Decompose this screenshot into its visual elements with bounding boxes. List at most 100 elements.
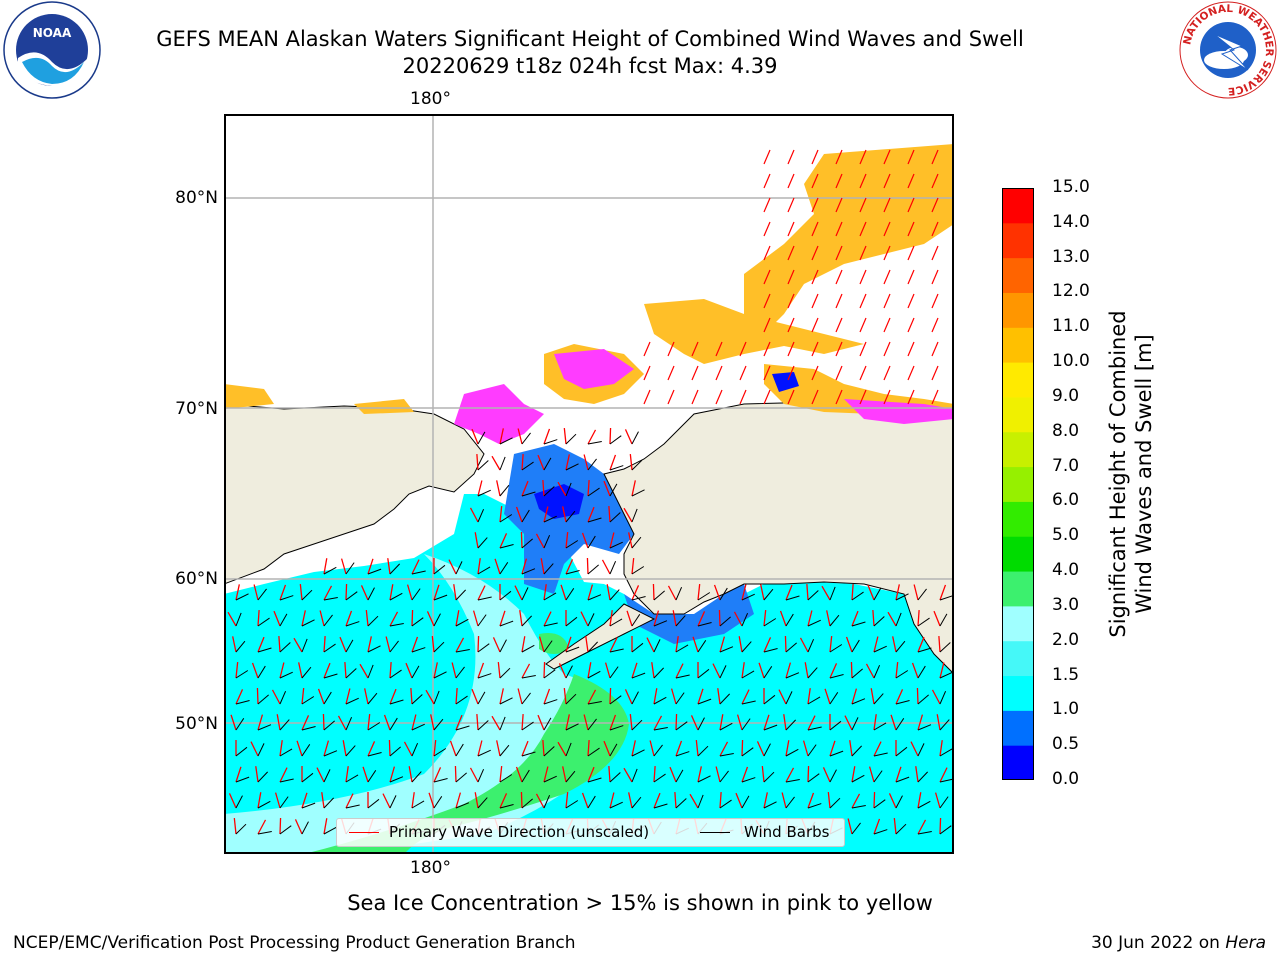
wind-barb [433,671,447,679]
wind-barb [477,489,491,497]
wave-direction-arrow [763,245,771,261]
wind-barb [455,725,470,731]
footer-machine: Hera [1225,933,1266,953]
wave-direction-arrow [628,792,633,809]
wind-barb [257,830,272,835]
wind-barb [345,774,359,783]
wind-barb [455,743,464,757]
wave-direction-arrow [405,662,413,679]
wind-barb [543,563,554,575]
wind-barb [829,674,844,679]
wind-barb [587,747,600,757]
wave-direction-arrow [741,739,744,757]
wind-barb [389,563,401,575]
wind-barb [873,616,885,627]
wind-barb [631,508,638,523]
wind-barb [345,668,357,679]
wind-barb [587,777,602,783]
wave-direction-arrow [382,793,391,809]
wind-barb [323,643,336,653]
wind-barb [279,613,288,627]
wave-direction-arrow [859,245,867,261]
wave-direction-arrow [763,389,771,405]
wind-barb [697,622,712,627]
map-panel [224,114,954,854]
wave-direction-arrow [360,585,369,601]
footer-date: 30 Jun 2022 on Hera [1091,933,1266,953]
wind-barb [697,592,711,601]
wind-barb [719,770,729,783]
wave-direction-arrow [835,389,843,405]
wind-barb [477,596,492,601]
wave-direction-arrow [609,637,618,653]
wave-direction-arrow [492,637,501,653]
wave-direction-arrow [907,293,915,309]
wind-barb [323,720,335,731]
wave-direction-arrow [811,221,819,237]
wind-barb [609,512,621,523]
wave-direction-arrow [609,454,617,471]
wave-direction-arrow [689,793,699,809]
wind-barb [301,726,316,731]
wind-barb [367,568,382,575]
map-gridlines [224,114,954,854]
wave-direction-arrow [827,792,831,809]
wind-barb [873,645,887,653]
wind-barb [235,776,250,783]
wave-direction-arrow [491,715,501,731]
wind-barb [829,720,842,731]
wind-barb [411,742,419,757]
wave-direction-arrow [719,741,729,757]
wave-direction-arrow [411,792,415,809]
wind-barb [499,590,512,601]
wave-direction-arrow [787,149,795,165]
wind-barb [235,718,245,731]
wind-barb [697,640,707,653]
wave-direction-arrow [851,766,856,783]
wave-direction-arrow [515,766,523,783]
wave-direction-arrow [939,767,948,783]
sea-ice-region [224,384,274,409]
wave-direction-arrow [829,636,833,653]
wave-direction-arrow [859,365,867,381]
wave-direction-arrow [603,480,611,497]
wave-direction-arrow [565,636,572,653]
wave-direction-arrow [938,635,941,653]
wind-barb [895,823,907,835]
wave-direction-arrow [917,792,922,809]
wind-barb [411,588,421,601]
wave-direction-arrow [739,389,747,405]
wind-barb [345,639,354,653]
wind-barb [477,691,486,705]
colorbar-tick-label: 12.0 [1052,281,1090,302]
colorbar-title: Significant Height of Combined Wind Wave… [1106,310,1156,638]
wind-barb [807,696,821,705]
wave-direction-arrow [279,584,287,601]
wave-direction-arrow [411,636,419,653]
wave-direction-arrow [279,817,282,835]
wave-direction-arrow [760,584,765,601]
wind-barb [499,716,506,731]
wave-direction-arrow [811,149,819,165]
wind-barb [477,566,491,575]
wind-barb [521,587,529,601]
wave-direction-arrow [257,714,264,731]
wind-barb [367,664,374,679]
wind-barb [345,716,353,731]
wave-direction-arrow [227,611,237,627]
wind-barb [477,673,492,679]
wind-barb [499,667,511,679]
wave-direction-arrow [787,221,795,237]
wave-direction-arrow [253,584,259,601]
wave-direction-arrow [697,611,706,627]
wind-barb [367,645,381,653]
wind-barb [235,593,249,601]
wave-direction-arrow [736,714,743,731]
wave-direction-arrow [697,766,702,783]
wind-barb [389,717,398,731]
wind-barb [433,748,447,757]
wave-direction-arrow [474,792,479,809]
wave-direction-arrow [835,173,843,189]
wind-barb [455,666,465,679]
wave-direction-arrow [883,245,891,261]
